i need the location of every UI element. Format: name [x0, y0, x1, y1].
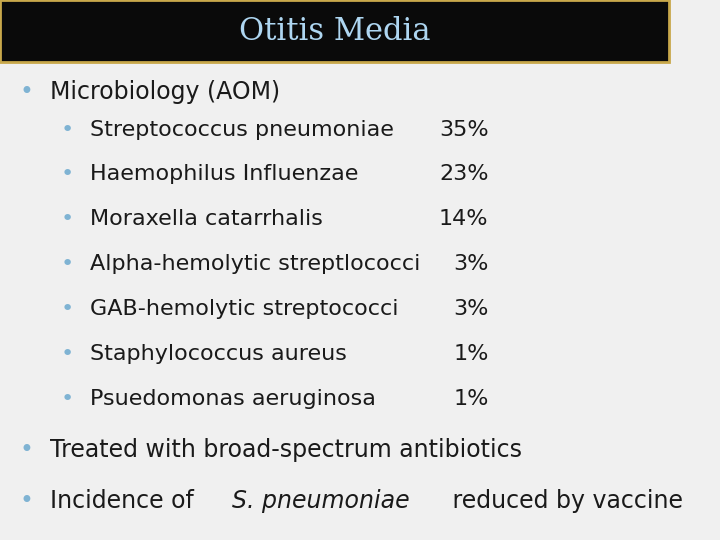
Text: 23%: 23%: [439, 164, 488, 185]
Text: •: •: [20, 438, 34, 462]
Text: •: •: [60, 164, 73, 185]
Text: •: •: [60, 119, 73, 140]
Text: 3%: 3%: [453, 254, 488, 274]
Text: •: •: [20, 80, 34, 104]
Text: Incidence of: Incidence of: [50, 489, 202, 513]
Text: 1%: 1%: [453, 388, 488, 409]
Text: •: •: [20, 489, 34, 513]
Text: S. pneumoniae: S. pneumoniae: [232, 489, 410, 513]
Text: Otitis Media: Otitis Media: [239, 16, 431, 46]
Text: •: •: [60, 209, 73, 230]
Text: •: •: [60, 299, 73, 319]
Text: 35%: 35%: [439, 119, 488, 140]
Text: Alpha-hemolytic streptlococci: Alpha-hemolytic streptlococci: [90, 254, 420, 274]
Text: 3%: 3%: [453, 299, 488, 319]
Text: •: •: [60, 388, 73, 409]
Text: Psuedomonas aeruginosa: Psuedomonas aeruginosa: [90, 388, 377, 409]
Text: Staphylococcus aureus: Staphylococcus aureus: [90, 343, 347, 364]
FancyBboxPatch shape: [0, 0, 669, 62]
Text: GAB-hemolytic streptococci: GAB-hemolytic streptococci: [90, 299, 399, 319]
Text: 14%: 14%: [439, 209, 488, 230]
Text: •: •: [60, 343, 73, 364]
Text: Streptococcus pneumoniae: Streptococcus pneumoniae: [90, 119, 395, 140]
Text: Treated with broad-spectrum antibiotics: Treated with broad-spectrum antibiotics: [50, 438, 522, 462]
Text: Microbiology (AOM): Microbiology (AOM): [50, 80, 280, 104]
Text: Haemophilus Influenzae: Haemophilus Influenzae: [90, 164, 359, 185]
Text: reduced by vaccine: reduced by vaccine: [445, 489, 683, 513]
Text: •: •: [60, 254, 73, 274]
Text: Moraxella catarrhalis: Moraxella catarrhalis: [90, 209, 323, 230]
Text: 1%: 1%: [453, 343, 488, 364]
